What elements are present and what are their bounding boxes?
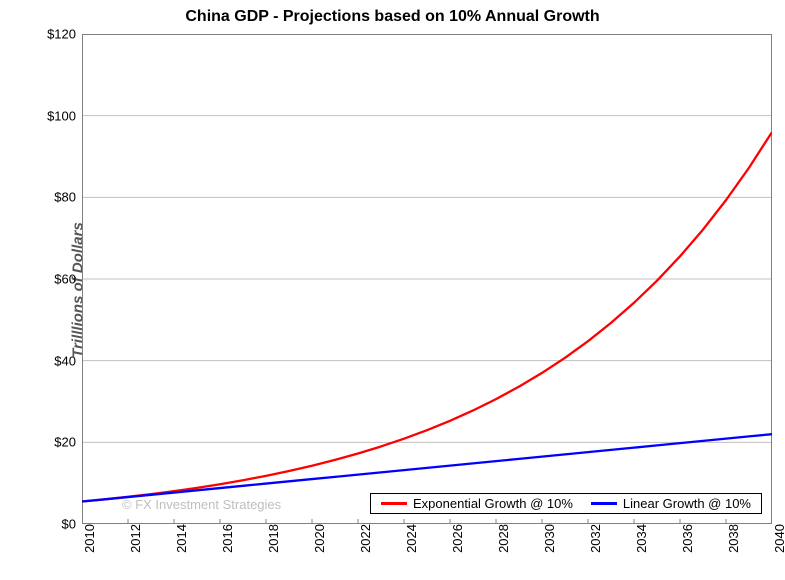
x-tick-label: 2010 bbox=[78, 524, 97, 553]
x-tick-label: 2024 bbox=[400, 524, 419, 553]
legend-item: Exponential Growth @ 10% bbox=[381, 496, 573, 511]
x-tick-label: 2036 bbox=[676, 524, 695, 553]
y-tick-label: $40 bbox=[54, 353, 82, 368]
chart-title: China GDP - Projections based on 10% Ann… bbox=[0, 8, 785, 26]
x-tick-label: 2034 bbox=[630, 524, 649, 553]
y-tick-label: $100 bbox=[47, 108, 82, 123]
x-tick-label: 2026 bbox=[446, 524, 465, 553]
y-tick-label: $120 bbox=[47, 27, 82, 42]
x-tick-label: 2018 bbox=[262, 524, 281, 553]
plot-area: © FX Investment Strategies Exponential G… bbox=[82, 34, 772, 524]
x-tick-label: 2022 bbox=[354, 524, 373, 553]
chart-container: China GDP - Projections based on 10% Ann… bbox=[0, 0, 785, 580]
x-tick-label: 2032 bbox=[584, 524, 603, 553]
x-tick-label: 2030 bbox=[538, 524, 557, 553]
watermark: © FX Investment Strategies bbox=[122, 497, 281, 512]
legend-label: Linear Growth @ 10% bbox=[623, 496, 751, 511]
y-tick-label: $60 bbox=[54, 272, 82, 287]
legend-swatch-icon bbox=[591, 502, 617, 505]
legend: Exponential Growth @ 10% Linear Growth @… bbox=[370, 493, 762, 514]
x-tick-label: 2028 bbox=[492, 524, 511, 553]
legend-label: Exponential Growth @ 10% bbox=[413, 496, 573, 511]
x-tick-label: 2014 bbox=[170, 524, 189, 553]
x-tick-label: 2012 bbox=[124, 524, 143, 553]
x-tick-label: 2020 bbox=[308, 524, 327, 553]
x-tick-label: 2040 bbox=[768, 524, 785, 553]
x-tick-label: 2016 bbox=[216, 524, 235, 553]
x-tick-label: 2038 bbox=[722, 524, 741, 553]
legend-item: Linear Growth @ 10% bbox=[591, 496, 751, 511]
legend-swatch-icon bbox=[381, 502, 407, 505]
chart-svg bbox=[82, 34, 772, 524]
y-tick-label: $20 bbox=[54, 435, 82, 450]
y-tick-label: $80 bbox=[54, 190, 82, 205]
